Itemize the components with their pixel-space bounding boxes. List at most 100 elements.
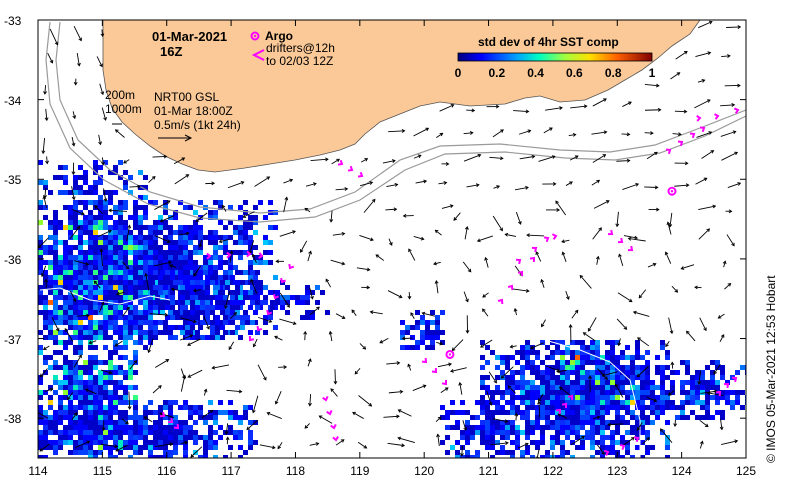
sst-cell [650, 390, 655, 395]
sst-cell [158, 320, 163, 325]
sst-cell [68, 450, 73, 455]
current-arrow-head [653, 398, 658, 403]
sst-cell [108, 405, 113, 410]
current-arrow-head [166, 239, 171, 244]
sst-cell [565, 370, 570, 375]
sst-cell [635, 395, 640, 400]
sst-cell [163, 240, 168, 245]
sst-cell [98, 260, 103, 265]
sst-cell [630, 430, 635, 435]
sst-cell [700, 380, 705, 385]
sst-cell [615, 340, 620, 345]
current-arrow-head [407, 363, 411, 368]
sst-cell [535, 375, 540, 380]
sst-cell [680, 400, 685, 405]
sst-cell [58, 365, 63, 370]
sst-cell [510, 395, 515, 400]
sst-cell [213, 415, 218, 420]
sst-cell [248, 260, 253, 265]
sst-cell [625, 445, 630, 450]
sst-cell [133, 250, 138, 255]
drifter-chevron [715, 390, 722, 397]
sst-cell [615, 360, 620, 365]
current-arrow [73, 354, 82, 368]
sst-cell [178, 310, 183, 315]
current-arrow [644, 186, 658, 188]
sst-cell [88, 325, 93, 330]
sst-cell [118, 300, 123, 305]
sst-cell [610, 370, 615, 375]
lon-tick-label: 117 [221, 464, 241, 478]
sst-cell [203, 435, 208, 440]
sst-cell [158, 245, 163, 250]
current-arrow [701, 150, 714, 159]
sst-cell [480, 365, 485, 370]
sst-cell [113, 270, 118, 275]
sst-cell [133, 440, 138, 445]
current-arrow-head [496, 185, 501, 189]
sst-cell [233, 225, 238, 230]
sst-cell [53, 235, 58, 240]
sst-cell [98, 360, 103, 365]
sst-cell [163, 405, 168, 410]
sst-cell [153, 430, 158, 435]
sst-cell [128, 240, 133, 245]
sst-cell [645, 350, 650, 355]
sst-cell [143, 245, 148, 250]
sst-cell [138, 225, 143, 230]
sst-cell [53, 340, 58, 345]
sst-cell [88, 250, 93, 255]
sst-cell [585, 375, 590, 380]
sst-cell [600, 390, 605, 395]
current-arrow-head [115, 291, 120, 296]
sst-cell [243, 230, 248, 235]
sst-cell [83, 380, 88, 385]
sst-cell [123, 430, 128, 435]
sst-cell [535, 395, 540, 400]
sst-cell [48, 365, 53, 370]
sst-cell [243, 235, 248, 240]
sst-cell [158, 415, 163, 420]
sst-cell [103, 305, 108, 310]
sst-cell [605, 425, 610, 430]
current-arrow-head [628, 298, 633, 303]
sst-cell [138, 325, 143, 330]
sst-cell [178, 245, 183, 250]
sst-cell [228, 280, 233, 285]
sst-cell [233, 295, 238, 300]
sst-cell [470, 455, 475, 458]
current-arrow-head [500, 156, 504, 161]
sst-cell [153, 255, 158, 260]
current-arrow-head [632, 310, 637, 315]
sst-cell [615, 365, 620, 370]
sst-cell [103, 250, 108, 255]
sst-cell [580, 420, 585, 425]
current-arrow-head [471, 108, 476, 113]
current-arrow [122, 261, 129, 269]
sst-cell [425, 320, 430, 325]
sst-cell [133, 205, 138, 210]
current-arrow [279, 230, 296, 237]
sst-cell [495, 425, 500, 430]
sst-cell [600, 395, 605, 400]
sst-cell [585, 345, 590, 350]
current-arrow-head [525, 185, 529, 190]
map-frame [37, 19, 747, 459]
sst-cell [83, 420, 88, 425]
sst-cell [43, 335, 48, 340]
sst-cell [213, 275, 218, 280]
current-arrow [618, 254, 624, 267]
sst-cell [228, 265, 233, 270]
sst-cell [525, 345, 530, 350]
sst-cell [93, 310, 98, 315]
current-arrow [713, 364, 721, 375]
sst-cell [570, 350, 575, 355]
sst-cell [610, 365, 615, 370]
sst-cell [48, 315, 53, 320]
sst-cell [68, 405, 73, 410]
sst-cell [153, 420, 158, 425]
sst-cell [98, 425, 103, 430]
sst-cell [128, 190, 133, 195]
sst-cell [48, 220, 53, 225]
sst-cell [53, 390, 58, 395]
